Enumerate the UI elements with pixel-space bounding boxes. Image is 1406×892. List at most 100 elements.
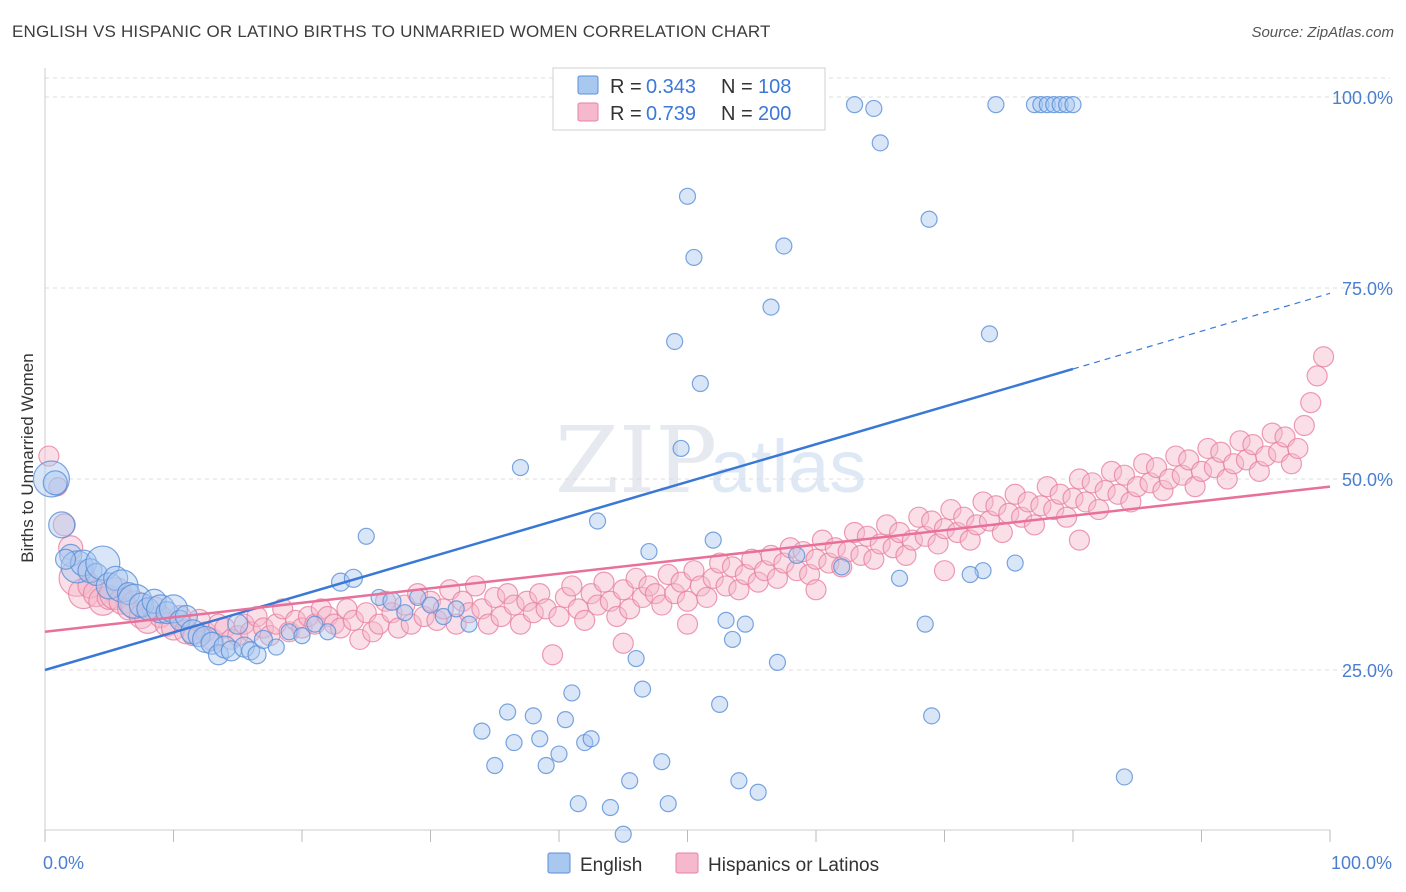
english-point [267,638,285,656]
hispanic-point [477,613,499,635]
english-point [621,772,639,790]
hispanic-point [548,605,570,628]
hispanic-point [721,556,744,578]
english-trend-line [44,367,1074,672]
hispanic-point [1158,468,1180,490]
english-point [42,470,68,496]
english-point [306,615,324,633]
english-point [550,745,568,763]
english-point [1057,96,1076,114]
english-point [627,649,645,668]
english-point [293,627,311,645]
hispanic-point [1062,487,1084,509]
english-point [1045,96,1063,114]
english-point [582,730,600,748]
english-point [499,703,517,721]
english-point [685,248,703,267]
hispanic-points [38,346,1335,666]
hispanic-point [484,586,506,609]
hispanic-point [1312,346,1335,368]
legend-hispanic-n-value: 200 [758,103,791,125]
english-point [723,630,742,649]
hispanic-point [516,590,538,612]
english-point [614,825,632,843]
hispanic-point [349,628,371,651]
english-point [207,644,230,666]
hispanic-point [664,582,686,605]
hispanic-point [1081,472,1103,494]
hispanic-point [593,571,615,593]
english-point [961,565,979,584]
english-point [396,604,414,622]
hispanic-point [612,632,634,654]
bottom-legend: English Hispanics or Latinos [547,852,879,876]
hispanic-point [1004,483,1026,505]
hispanic-point [856,525,879,547]
hispanic-point [342,609,364,631]
english-point [974,562,992,580]
english-point [48,511,76,539]
hispanic-point [561,575,583,597]
english-point [1032,96,1050,114]
x-tick-label-max: 100.0% [1331,853,1392,873]
english-point [833,558,851,576]
hispanic-point [1293,414,1315,437]
hispanic-point [503,594,525,616]
english-point [653,753,671,771]
legend-english-n-label: N = [721,76,753,98]
english-point [920,210,938,228]
y-tick-label: 100.0% [1332,88,1393,108]
english-point [711,695,729,713]
english-point [569,795,587,813]
english-point [691,374,709,393]
english-point [95,572,123,600]
hispanic-point [805,579,827,601]
english-point [473,722,491,740]
english-point [563,684,581,702]
hispanic-point [843,521,866,544]
hispanic-point [888,521,911,544]
english-point [717,611,735,629]
english-point [762,298,780,316]
english-point [54,548,77,570]
hispanic-point [400,613,422,635]
hispanic-point [908,506,930,528]
legend-hispanic-r-value: 0.739 [646,103,696,125]
english-point [421,596,440,614]
english-point [531,730,549,748]
english-point [640,542,658,561]
hispanic-point [1036,476,1058,498]
hispanic-point [1017,491,1039,513]
hispanic-point [625,567,647,589]
english-point [32,460,71,498]
hispanic-point [676,613,699,635]
english-point [736,615,754,633]
english-point [227,613,249,635]
hispanic-point [689,575,711,597]
legend-english-r-value: 0.343 [646,76,696,98]
english-point [1006,554,1024,572]
legend-english-swatch [577,75,599,95]
legend-hispanic-swatch [577,102,599,122]
english-point [1064,96,1082,114]
english-point [678,187,697,205]
english-point [524,707,542,725]
english-point [768,653,787,671]
english-point [447,600,465,618]
legend-hispanic-n-label: N = [721,103,753,125]
english-point [672,439,690,458]
hispanic-point [1094,479,1116,502]
english-point [280,623,298,641]
english-point [85,545,121,581]
hispanic-point [1023,514,1046,536]
english-point [749,783,767,801]
hispanic-point [1075,491,1097,513]
english-point [200,631,224,655]
legend-english-r-label: R = [610,76,642,98]
english-point [730,772,748,790]
hispanic-point [1100,460,1123,482]
english-point [1025,96,1044,114]
hispanic-point [985,495,1007,517]
hispanic-point [586,594,609,616]
